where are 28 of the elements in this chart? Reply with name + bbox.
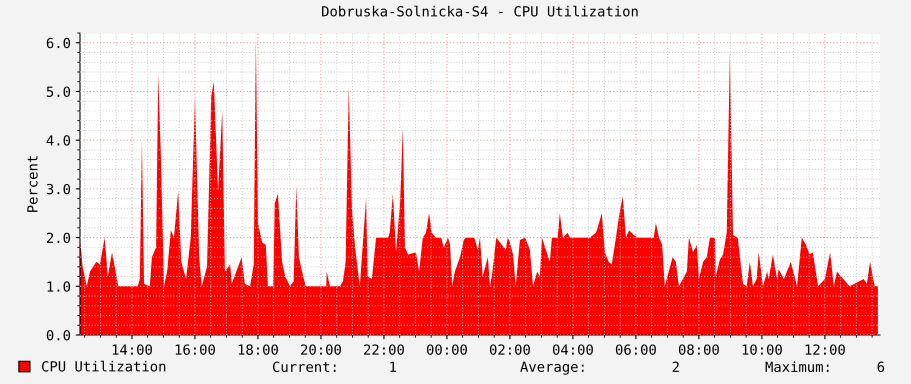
x-tick-label: 12:00 bbox=[806, 344, 845, 355]
y-tick-label: 2.0 bbox=[46, 232, 70, 244]
x-tick-label: 18:00 bbox=[238, 344, 278, 355]
x-tick-label: 20:00 bbox=[301, 344, 341, 355]
y-tick-label: 0.0 bbox=[46, 330, 70, 341]
chart-title: Dobruska-Solnicka-S4 - CPU Utilization bbox=[322, 6, 638, 17]
text: 2 bbox=[672, 362, 679, 372]
text: Current: bbox=[272, 362, 336, 372]
y-axis-title: Percent bbox=[27, 156, 38, 212]
x-tick-label: 22:00 bbox=[364, 344, 404, 355]
x-tick-label: 10:00 bbox=[742, 344, 782, 355]
x-tick-label: 14:00 bbox=[112, 344, 152, 355]
x-tick-label: 02:00 bbox=[490, 344, 530, 355]
y-tick-label: 4.0 bbox=[46, 135, 70, 146]
x-tick-label: 16:00 bbox=[176, 344, 215, 355]
text: Average: bbox=[520, 362, 584, 375]
text: 1 bbox=[390, 362, 396, 372]
y-tick-label: 3.0 bbox=[46, 184, 70, 194]
y-tick-label: 5.0 bbox=[46, 86, 70, 97]
x-tick-label: 00:00 bbox=[426, 344, 467, 355]
x-tick-label: 06:00 bbox=[616, 344, 656, 355]
text: 6 bbox=[878, 362, 884, 372]
text: Maximum: bbox=[766, 361, 829, 372]
legend-label: CPU Utilization bbox=[42, 360, 166, 372]
y-tick-label: 6.0 bbox=[46, 38, 70, 48]
x-tick-label: 04:00 bbox=[552, 344, 593, 355]
y-tick-label: 1.0 bbox=[48, 281, 70, 292]
x-tick-label: 08:00 bbox=[678, 344, 719, 355]
